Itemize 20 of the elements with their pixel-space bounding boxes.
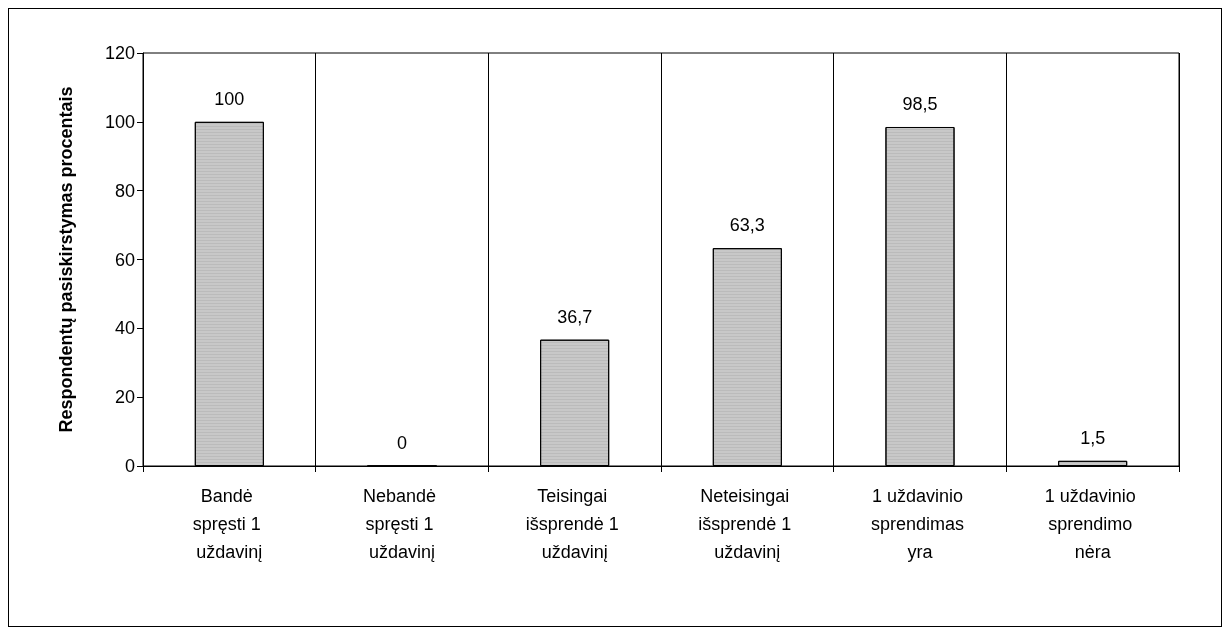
y-tick-label: 60 [114,249,135,270]
data-label: 98,5 [902,94,938,114]
data-label: 63,3 [729,215,765,236]
x-tick-label: Neteisingai išsprendė 1 uždavinį [698,486,797,562]
y-axis-title: Respondentų pasiskirstymas procentais [56,86,76,433]
x-tick-label: 1 uždavinio sprendimo nėra [1044,486,1141,562]
data-label: 0 [396,432,408,453]
y-tick-label: 80 [114,180,135,201]
data-label: 36,7 [557,306,593,327]
y-tick-label: 120 [104,43,135,63]
x-tick-label: 1 uždavinio sprendimas yra [870,486,970,562]
y-tick-label: 40 [114,318,135,339]
y-tick-label: 20 [114,387,135,408]
x-tick-label: Bandė spręsti 1 uždavinį [192,486,266,562]
y-tick-label: 0 [124,456,135,476]
data-label: 1,5 [1080,427,1106,448]
x-tick-label: Teisingai išsprendė 1 uždavinį [525,486,624,562]
data-label: 100 [214,88,245,109]
y-tick-label: 100 [104,111,135,132]
x-tick-label: Nebandė spręsti 1 uždavinį [362,486,442,562]
